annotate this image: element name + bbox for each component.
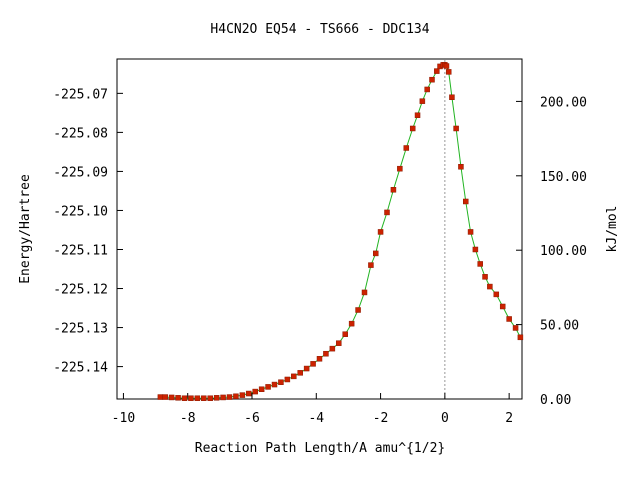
- y-tick-label: -225.13: [53, 322, 108, 337]
- data-point: [487, 283, 493, 290]
- data-point: [361, 289, 368, 296]
- data-point: [207, 395, 213, 401]
- data-point: [220, 394, 226, 401]
- y-axis-title: Energy/Hartree: [18, 174, 33, 284]
- data-point: [373, 250, 379, 257]
- x-tick-label: -10: [112, 411, 135, 426]
- x-tick-label: -4: [308, 411, 324, 426]
- data-point: [239, 392, 246, 398]
- data-point: [453, 125, 459, 132]
- data-point: [284, 376, 291, 383]
- data-point: [403, 145, 410, 151]
- y2-axis-title: kJ/mol: [605, 206, 620, 253]
- y2-tick-label: 0.00: [540, 393, 571, 408]
- data-point: [467, 229, 474, 235]
- y2-tick-label: 200.00: [540, 95, 587, 110]
- data-point: [258, 386, 265, 392]
- data-point: [310, 361, 316, 367]
- data-point: [355, 307, 361, 313]
- data-point: [397, 165, 403, 172]
- data-point: [429, 76, 435, 83]
- data-point: [157, 394, 164, 400]
- data-point: [162, 394, 168, 400]
- data-point: [472, 246, 479, 253]
- chart-title: H4CN2O EQ54 - TS666 - DDC134: [210, 22, 429, 37]
- data-point: [390, 187, 397, 193]
- data-point: [449, 94, 455, 100]
- data-point: [445, 69, 452, 75]
- data-point: [384, 209, 390, 216]
- y-tick-label: -225.07: [53, 87, 108, 102]
- data-point: [414, 112, 421, 118]
- data-point: [297, 370, 303, 376]
- y-tick-label: -225.12: [53, 283, 108, 298]
- data-point: [291, 373, 297, 380]
- data-point: [517, 334, 524, 341]
- y-axis-right: 200.00 150.00 100.00 50.00 0.00: [516, 95, 587, 408]
- x-axis: -10 -8 -6 -4 -2 0 2: [112, 393, 513, 426]
- data-point: [252, 388, 258, 395]
- data-point: [348, 320, 355, 327]
- data-point: [303, 365, 310, 372]
- data-point: [368, 262, 374, 268]
- data-point: [443, 63, 450, 69]
- energy-series: [157, 62, 524, 401]
- y2-tick-label: 50.00: [540, 319, 579, 334]
- data-point: [434, 68, 440, 74]
- y-tick-label: -225.10: [53, 204, 108, 219]
- data-point: [463, 198, 469, 205]
- plot-frame: [116, 58, 523, 400]
- data-point: [512, 325, 519, 331]
- data-point: [342, 331, 348, 337]
- x-tick-label: -2: [373, 411, 389, 426]
- data-point: [271, 381, 278, 388]
- x-tick-label: 2: [505, 411, 513, 426]
- y-tick-label: -225.11: [53, 243, 108, 258]
- data-point: [409, 125, 416, 132]
- data-point: [233, 393, 239, 400]
- data-point: [336, 340, 342, 346]
- data-point: [477, 261, 483, 267]
- data-point: [419, 98, 426, 104]
- data-point: [329, 345, 336, 352]
- data-point: [316, 356, 323, 362]
- data-point: [506, 316, 512, 322]
- y-axis-left: -225.07 -225.08 -225.09 -225.10 -225.11 -225.…: [53, 87, 123, 376]
- data-point: [482, 274, 488, 280]
- y-tick-label: -225.08: [53, 126, 108, 141]
- y2-tick-label: 100.00: [540, 244, 587, 259]
- data-point: [201, 395, 207, 401]
- data-point: [213, 395, 220, 401]
- data-point: [188, 395, 194, 401]
- data-point: [181, 395, 188, 401]
- data-point: [175, 395, 181, 401]
- y-tick-label: -225.09: [53, 165, 108, 180]
- x-tick-label: 0: [441, 411, 449, 426]
- data-point: [265, 384, 271, 390]
- data-point: [458, 163, 464, 170]
- data-point: [493, 291, 500, 298]
- data-point: [246, 390, 252, 397]
- data-point: [278, 379, 284, 385]
- energy-curve-line: [160, 64, 521, 399]
- x-tick-label: -6: [244, 411, 260, 426]
- data-point: [499, 303, 506, 310]
- data-point: [168, 394, 175, 401]
- data-point: [194, 395, 201, 401]
- y-tick-label: -225.14: [53, 361, 108, 376]
- data-point: [226, 394, 233, 400]
- x-tick-label: -8: [180, 411, 196, 426]
- data-point: [323, 350, 329, 357]
- y2-tick-label: 150.00: [540, 170, 587, 185]
- data-point: [424, 86, 430, 93]
- data-point: [377, 229, 384, 235]
- x-axis-title: Reaction Path Length/A amu^{1/2}: [195, 441, 445, 456]
